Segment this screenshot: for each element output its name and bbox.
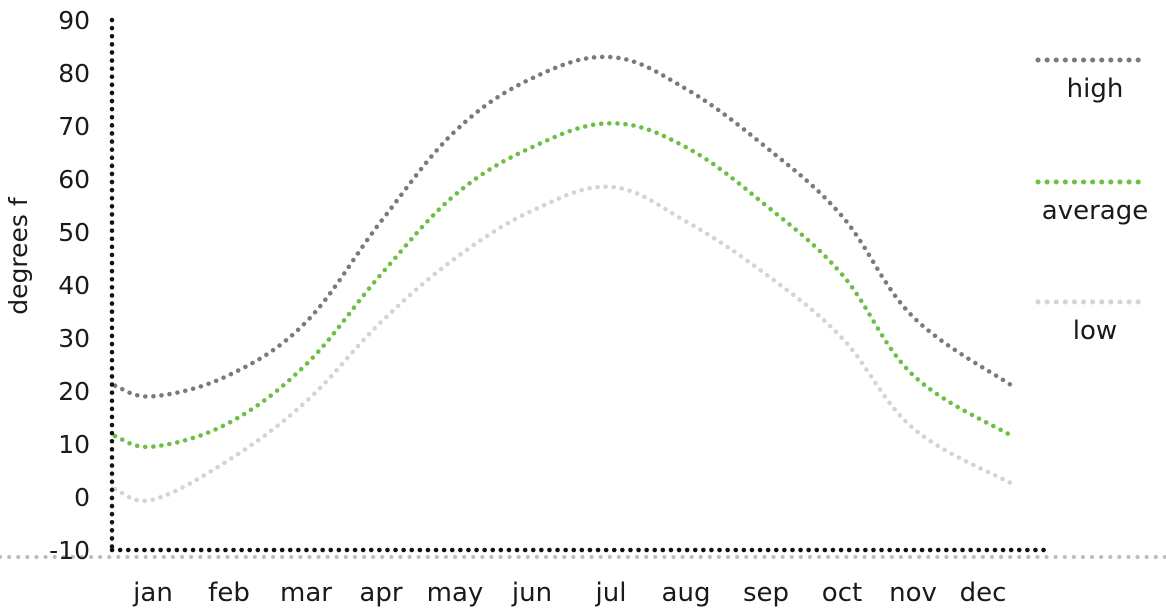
- y-tick-label: 80: [58, 59, 90, 88]
- x-tick-label: feb: [208, 578, 250, 608]
- x-axis-ticks: jan feb mar apr may jun jul aug sep oct nov dec: [132, 578, 1006, 608]
- y-tick-label: 0: [74, 483, 90, 512]
- x-tick-label: dec: [960, 578, 1007, 608]
- y-tick-label: 50: [58, 218, 90, 247]
- series-line-average: [112, 121, 1015, 450]
- x-tick-label: nov: [889, 578, 937, 608]
- legend-label-low: low: [1073, 316, 1117, 346]
- x-tick-label: mar: [280, 578, 332, 608]
- x-tick-label: jul: [595, 578, 627, 608]
- y-tick-label: 30: [58, 324, 90, 353]
- y-tick-label: 90: [58, 6, 90, 35]
- x-tick-label: apr: [359, 578, 402, 608]
- x-tick-label: oct: [822, 578, 862, 608]
- y-tick-label: 60: [58, 165, 90, 194]
- y-tick-label: 40: [58, 271, 90, 300]
- series-line-high: [112, 54, 1015, 399]
- y-tick-label: 70: [58, 112, 90, 141]
- x-tick-label: jan: [132, 578, 173, 608]
- legend: high average low: [1035, 57, 1148, 346]
- y-tick-label: 20: [58, 377, 90, 406]
- x-tick-label: sep: [743, 578, 789, 608]
- x-tick-label: jun: [511, 578, 552, 608]
- series-line-low: [112, 184, 1015, 503]
- y-axis-ticks: 90 80 70 60 50 40 30 20 10 0 -10: [49, 6, 90, 565]
- x-tick-label: aug: [662, 578, 711, 608]
- y-axis-title: degrees f: [4, 196, 33, 315]
- y-tick-label: -10: [49, 536, 90, 565]
- x-tick-label: may: [427, 578, 484, 608]
- legend-label-average: average: [1042, 196, 1148, 226]
- series-lines: [112, 54, 1015, 503]
- legend-label-high: high: [1067, 74, 1124, 104]
- y-tick-label: 10: [58, 430, 90, 459]
